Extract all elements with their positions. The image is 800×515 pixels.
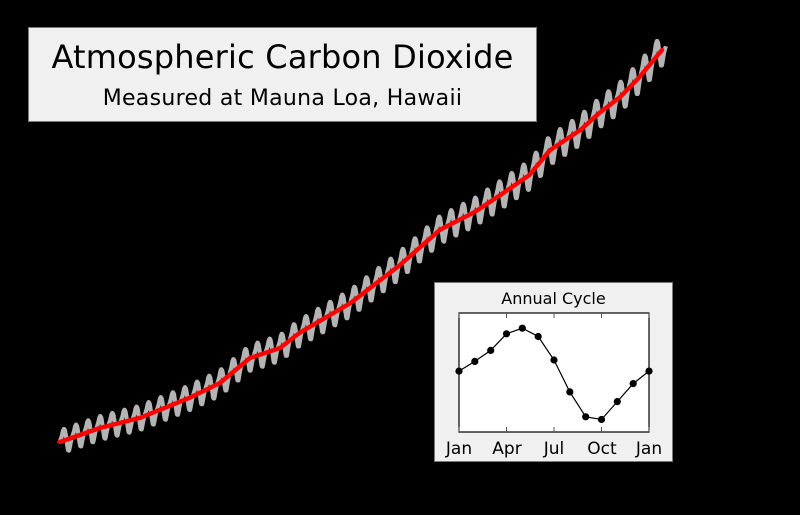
annual-cycle-markers bbox=[455, 324, 653, 424]
annual-cycle-point bbox=[629, 380, 637, 388]
annual-cycle-point bbox=[597, 415, 606, 424]
annual-cycle-point bbox=[502, 330, 511, 338]
title-box: Atmospheric Carbon Dioxide Measured at M… bbox=[28, 27, 537, 122]
inset-tick-label-oct: Oct bbox=[587, 439, 617, 459]
annual-cycle-plot bbox=[455, 312, 653, 433]
annual-cycle-point bbox=[471, 357, 479, 365]
annual-cycle-point bbox=[582, 413, 590, 421]
annual-cycle-point bbox=[566, 388, 574, 396]
annual-cycle-point bbox=[534, 332, 542, 341]
inset-tick-label-jul: Jul bbox=[543, 439, 565, 459]
chart-subtitle: Measured at Mauna Loa, Hawaii bbox=[102, 86, 463, 111]
inset-tick-label-jan: Jan bbox=[445, 439, 473, 459]
annual-cycle-point bbox=[645, 367, 653, 375]
inset-title: Annual Cycle bbox=[501, 289, 606, 308]
annual-cycle-point bbox=[455, 367, 463, 375]
trend-co2-line bbox=[57, 47, 665, 445]
annual-cycle-point bbox=[613, 398, 621, 406]
annual-cycle-point bbox=[518, 324, 526, 332]
inset-tick-label-jan-end: Jan bbox=[635, 439, 663, 459]
chart-title: Atmospheric Carbon Dioxide bbox=[51, 38, 514, 76]
inset-tick-label-apr: Apr bbox=[492, 439, 522, 459]
annual-cycle-inset: Annual Cycle Jan Apr Jul Oct Jan bbox=[434, 282, 673, 462]
inset-plot-area bbox=[458, 312, 650, 433]
annual-cycle-point bbox=[487, 346, 495, 354]
inset-ticks bbox=[458, 313, 650, 432]
annual-cycle-point bbox=[550, 356, 558, 364]
